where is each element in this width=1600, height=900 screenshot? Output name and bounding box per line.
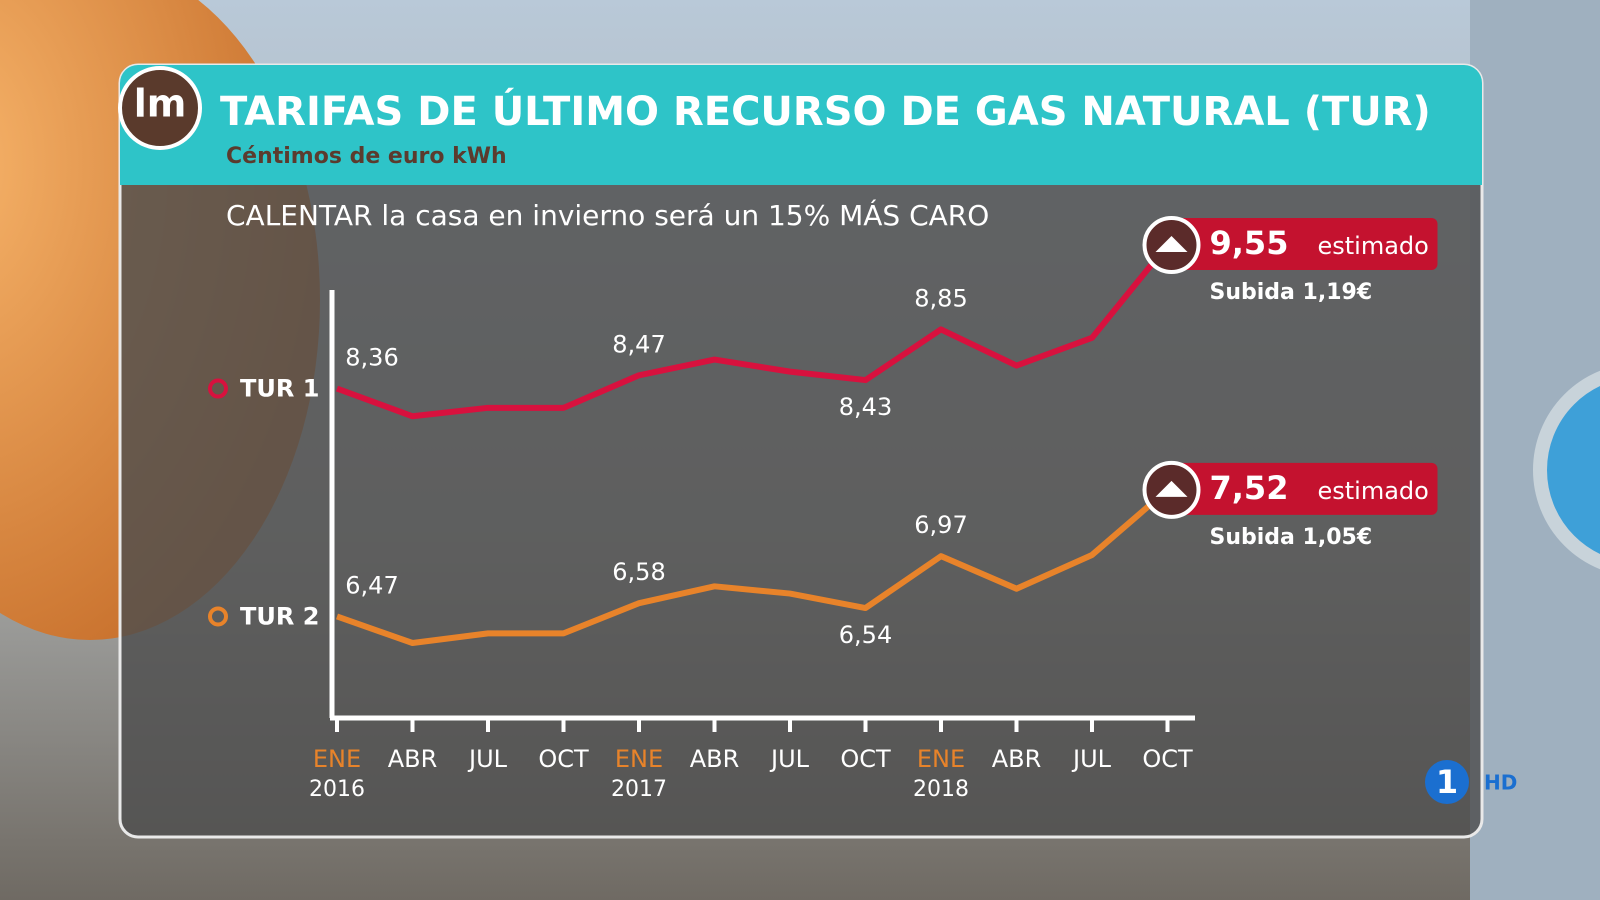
legend-marker [208, 606, 228, 627]
legend-marker [208, 378, 228, 399]
change-label: Subida 1,05€ [1210, 525, 1373, 550]
background-shape [1533, 370, 1600, 570]
value-label: 8,43 [839, 393, 892, 421]
legend-label: TUR 1 [240, 375, 319, 403]
channel-hd: HD [1484, 771, 1517, 795]
chart-title: TARIFAS DE ÚLTIMO RECURSO DE GAS NATURAL… [220, 87, 1431, 135]
value-label: 6,97 [914, 511, 967, 539]
year-label: 2018 [913, 777, 969, 802]
channel: 1 [1436, 763, 1458, 801]
change-label: Subida 1,19€ [1210, 280, 1373, 305]
value-label: 8,36 [345, 344, 398, 372]
x-tick-label: ABR [388, 745, 438, 773]
x-tick-label: ENE [313, 745, 361, 773]
value-label: 6,58 [612, 558, 665, 586]
value-label: 8,85 [914, 284, 967, 312]
x-tick-label: JUL [467, 745, 508, 773]
logo-badge [118, 66, 202, 150]
chart-subtitle: Céntimos de euro kWh [226, 144, 507, 169]
headline: CALENTAR la casa en invierno será un 15%… [226, 198, 989, 232]
year-label: 2016 [309, 777, 365, 802]
x-tick-label: JUL [1071, 745, 1112, 773]
plot: ENE 2016 ABR JUL OCT ENE 2017 ABR JUL OCT ENE 2018 A… [208, 216, 1438, 802]
header [120, 65, 1482, 185]
end-badge-arrow [1155, 480, 1188, 497]
end-note: estimado [1318, 232, 1429, 260]
x-tick-label: ENE [917, 745, 965, 773]
x-tick-label: ABR [992, 745, 1042, 773]
x-tick-label: OCT [538, 745, 589, 773]
end-badge [1177, 218, 1438, 270]
end-badge [1177, 462, 1438, 515]
year-label: 2017 [611, 777, 667, 802]
value-label: 6,47 [345, 571, 398, 599]
legend-label: TUR 2 [240, 602, 319, 630]
logo: lm [134, 82, 187, 126]
x-tick-label: ABR [690, 745, 740, 773]
end-badge-arrow [1155, 236, 1188, 252]
x-tick-label: OCT [1142, 745, 1193, 773]
end-value-label: 9,55 [1210, 224, 1289, 262]
value-label: 8,47 [612, 330, 665, 358]
line [336, 487, 1170, 646]
x-tick-label: JUL [769, 745, 810, 773]
x-tick-label: OCT [840, 745, 891, 773]
channel-logo [1425, 760, 1469, 804]
end-value-label: 7,52 [1210, 469, 1289, 507]
line [335, 243, 1170, 420]
end-note: estimado [1318, 477, 1429, 505]
value-label: 6,54 [839, 621, 892, 649]
x-tick-label: ENE [615, 745, 663, 773]
